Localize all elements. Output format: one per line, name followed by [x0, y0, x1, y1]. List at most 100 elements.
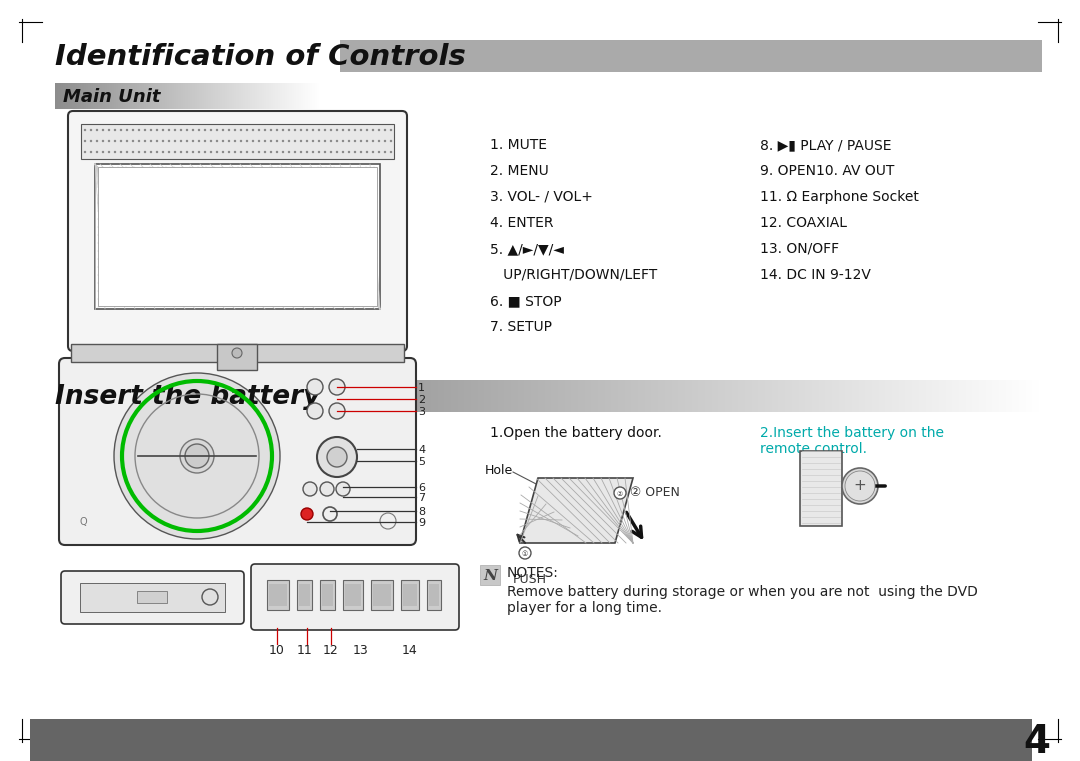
Circle shape [120, 151, 122, 153]
Circle shape [210, 151, 212, 153]
Circle shape [221, 151, 225, 153]
Circle shape [312, 140, 314, 142]
Circle shape [341, 151, 345, 153]
Circle shape [174, 129, 176, 131]
Circle shape [198, 140, 200, 142]
Circle shape [185, 444, 210, 468]
Circle shape [390, 151, 392, 153]
Circle shape [329, 129, 333, 131]
Circle shape [138, 129, 140, 131]
Circle shape [378, 129, 380, 131]
Circle shape [204, 151, 206, 153]
Text: Hole: Hole [485, 464, 513, 477]
Circle shape [96, 140, 98, 142]
Circle shape [366, 129, 368, 131]
Circle shape [336, 129, 338, 131]
Circle shape [240, 140, 242, 142]
Circle shape [210, 140, 212, 142]
Circle shape [300, 151, 302, 153]
Circle shape [275, 129, 279, 131]
Text: NOTES:: NOTES: [507, 566, 558, 580]
Circle shape [113, 151, 117, 153]
Bar [429, 584, 438, 606]
Text: Insert the battery: Insert the battery [55, 384, 321, 410]
Circle shape [615, 487, 626, 499]
Circle shape [307, 379, 323, 395]
Circle shape [228, 151, 230, 153]
Circle shape [233, 140, 237, 142]
Circle shape [156, 140, 158, 142]
Text: Remove battery during storage or when you are not  using the DVD
player for a lo: Remove battery during storage or when yo… [507, 585, 977, 615]
Text: 9. OPEN10. AV OUT: 9. OPEN10. AV OUT [760, 164, 894, 178]
Circle shape [378, 151, 380, 153]
Text: UP/RIGHT/DOWN/LEFT: UP/RIGHT/DOWN/LEFT [490, 268, 658, 282]
Circle shape [360, 140, 362, 142]
Circle shape [132, 151, 134, 153]
Circle shape [228, 140, 230, 142]
Bar [373, 584, 391, 606]
Text: 13: 13 [353, 644, 369, 657]
Circle shape [246, 129, 248, 131]
Circle shape [162, 151, 164, 153]
Bar [137, 591, 167, 603]
Bar [297, 580, 312, 610]
Circle shape [102, 140, 104, 142]
Text: 2. MENU: 2. MENU [490, 164, 549, 178]
Circle shape [114, 373, 280, 539]
Text: PUSH: PUSH [513, 573, 546, 586]
Circle shape [90, 151, 92, 153]
Text: Q: Q [79, 517, 86, 527]
Circle shape [186, 140, 188, 142]
Circle shape [233, 129, 237, 131]
Circle shape [84, 140, 86, 142]
FancyBboxPatch shape [60, 571, 244, 624]
Text: 12: 12 [323, 644, 339, 657]
Circle shape [125, 151, 129, 153]
Circle shape [186, 129, 188, 131]
Text: 5. ▲/►/▼/◄: 5. ▲/►/▼/◄ [490, 242, 564, 256]
Circle shape [144, 129, 146, 131]
Text: 13. ON/OFF: 13. ON/OFF [760, 242, 839, 256]
Circle shape [233, 151, 237, 153]
Circle shape [300, 129, 302, 131]
Text: 6: 6 [418, 483, 426, 493]
Circle shape [132, 140, 134, 142]
Circle shape [360, 151, 362, 153]
Circle shape [150, 129, 152, 131]
Circle shape [329, 403, 345, 419]
Bar [81, 124, 394, 159]
Circle shape [270, 140, 272, 142]
Circle shape [287, 140, 291, 142]
Circle shape [174, 140, 176, 142]
Text: 9: 9 [418, 518, 426, 528]
Circle shape [318, 129, 320, 131]
Bar [95, 164, 380, 309]
Circle shape [221, 140, 225, 142]
Circle shape [282, 140, 284, 142]
Circle shape [354, 129, 356, 131]
Circle shape [366, 140, 368, 142]
Text: 3: 3 [418, 407, 426, 417]
Bar [320, 580, 335, 610]
Circle shape [156, 151, 158, 153]
Text: 7. SETUP: 7. SETUP [490, 320, 552, 334]
Text: 4: 4 [1023, 723, 1050, 761]
Text: 3. VOL- / VOL+: 3. VOL- / VOL+ [490, 190, 593, 204]
Text: 7: 7 [418, 493, 426, 503]
Circle shape [336, 151, 338, 153]
Bar [80, 583, 225, 612]
Circle shape [138, 140, 140, 142]
Bar [269, 584, 287, 606]
Circle shape [84, 151, 86, 153]
Bar [345, 584, 361, 606]
Circle shape [186, 151, 188, 153]
Circle shape [845, 471, 875, 501]
Circle shape [221, 129, 225, 131]
Circle shape [202, 589, 218, 605]
Circle shape [228, 129, 230, 131]
Text: ② OPEN: ② OPEN [630, 486, 680, 499]
FancyBboxPatch shape [59, 358, 416, 545]
Circle shape [102, 129, 104, 131]
Text: 11. Ω Earphone Socket: 11. Ω Earphone Socket [760, 190, 919, 204]
Circle shape [318, 437, 357, 477]
